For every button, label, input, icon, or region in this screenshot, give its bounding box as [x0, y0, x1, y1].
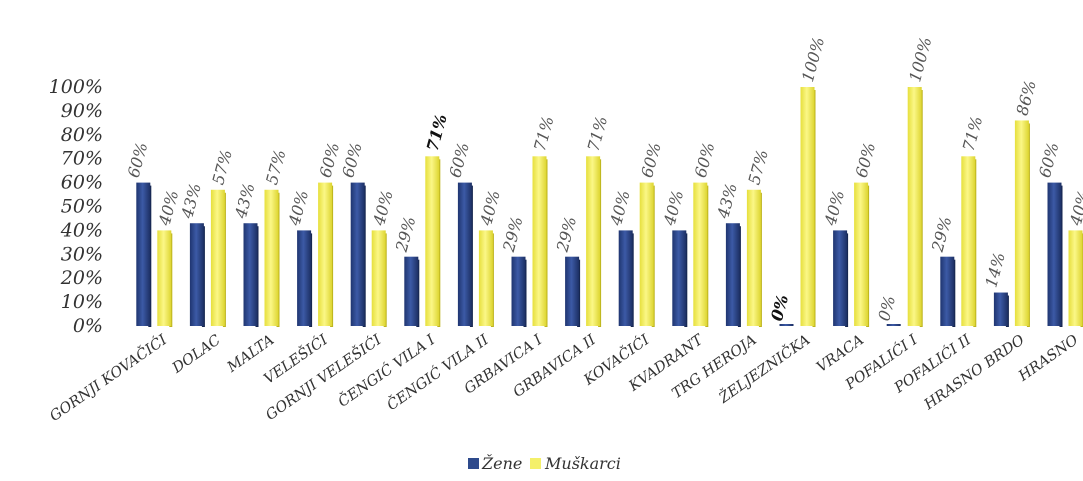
bar-zene: [297, 230, 312, 326]
y-tick-label: 40%: [60, 219, 103, 241]
bar-zene: [189, 223, 204, 326]
value-label: 71%: [959, 114, 987, 153]
bar-zene: [350, 182, 365, 326]
y-tick-label: 30%: [61, 243, 103, 265]
legend: Žene Muškarci: [468, 453, 621, 473]
x-tick-label: HRASNO: [1015, 332, 1081, 385]
x-tick-label: GORNJI KOVAČIĆI: [45, 330, 170, 425]
bar-muskarci: [961, 156, 976, 326]
x-tick-label: DOLAC: [169, 332, 224, 377]
value-label: 100%: [798, 35, 828, 84]
bar-muskarci: [693, 182, 708, 326]
y-axis: 0%10%20%30%40%50%60%70%80%90%100%: [49, 76, 103, 337]
bar-muskarci: [425, 156, 440, 326]
legend-swatch-zene: [468, 458, 479, 469]
value-label: 40%: [284, 188, 312, 228]
value-label: 60%: [124, 140, 152, 179]
value-label: 71%: [584, 114, 612, 153]
bar-zene: [618, 230, 633, 326]
value-label: 40%: [369, 188, 397, 228]
bar-zene: [886, 324, 901, 326]
legend-label-zene: Žene: [481, 453, 522, 473]
value-label: 29%: [928, 214, 956, 254]
value-label: 40%: [606, 188, 634, 228]
bar-muskarci: [586, 156, 601, 326]
value-label: 29%: [552, 214, 580, 254]
y-tick-label: 50%: [61, 196, 103, 218]
value-label: 60%: [637, 140, 665, 179]
y-tick-label: 10%: [61, 291, 103, 313]
legend-label-muskarci: Muškarci: [544, 454, 621, 473]
bar-zene: [511, 256, 526, 326]
value-label: 57%: [208, 148, 236, 187]
bar-zene: [833, 230, 848, 326]
bar-zene: [136, 182, 151, 326]
bar-zene: [779, 324, 794, 326]
bar-muskarci: [1068, 230, 1083, 326]
bar-muskarci: [318, 182, 333, 326]
bar-muskarci: [746, 189, 761, 326]
bar-zene: [457, 182, 472, 326]
value-label: 14%: [981, 250, 1009, 289]
value-label: 40%: [1066, 188, 1083, 228]
bar-zene: [725, 223, 740, 326]
bar-muskarci: [854, 182, 869, 326]
x-tick-label: ČENGIĆ VILA I: [334, 330, 439, 411]
bar-muskarci: [800, 87, 815, 326]
bar-muskarci: [264, 189, 279, 326]
y-tick-label: 80%: [61, 124, 103, 146]
bar-muskarci: [371, 230, 386, 326]
bar-zene: [672, 230, 687, 326]
value-label: 0%: [767, 293, 792, 323]
x-axis-labels: GORNJI KOVAČIĆI DOLAC MALTAVELEŠIĆIGORNJI …: [45, 330, 1081, 425]
value-label: 86%: [1012, 78, 1040, 117]
value-label: 40%: [820, 188, 848, 228]
x-tick-label: HRASNO BRDO: [921, 332, 1028, 414]
value-label: 40%: [660, 188, 688, 228]
value-label: 71%: [530, 114, 558, 153]
y-tick-label: 0%: [73, 315, 103, 337]
y-tick-label: 70%: [61, 148, 103, 170]
value-label: 0%: [874, 294, 899, 323]
value-label: 29%: [392, 214, 420, 254]
bar-zene: [1047, 182, 1062, 326]
bar-muskarci: [210, 189, 225, 326]
y-tick-label: 100%: [49, 76, 103, 98]
y-tick-label: 20%: [60, 267, 103, 289]
bar-zene: [940, 256, 955, 326]
bar-muskarci: [478, 230, 493, 326]
bar-muskarci: [1014, 120, 1029, 327]
value-label: 60%: [445, 140, 473, 179]
bar-zene: [993, 292, 1008, 326]
value-label: 60%: [691, 140, 719, 179]
bar-zene: [404, 256, 419, 326]
bar-muskarci: [907, 87, 922, 326]
bars: [136, 87, 1083, 328]
y-tick-label: 60%: [61, 172, 103, 194]
value-label: 71%: [423, 112, 451, 153]
value-label: 43%: [177, 181, 205, 221]
value-label: 43%: [713, 181, 741, 221]
bar-zene: [243, 223, 258, 326]
value-label: 60%: [852, 140, 880, 179]
value-label: 43%: [231, 181, 259, 221]
value-label: 29%: [499, 214, 527, 254]
y-tick-label: 90%: [61, 100, 103, 122]
value-label: 60%: [1035, 140, 1063, 179]
value-label: 40%: [155, 188, 183, 228]
bar-muskarci: [532, 156, 547, 326]
x-tick-label: ŽELJEZNIČKA: [714, 330, 813, 408]
value-label: 100%: [905, 35, 935, 84]
value-label: 57%: [744, 148, 772, 187]
value-label: 57%: [262, 148, 290, 187]
bar-muskarci: [157, 230, 172, 326]
legend-swatch-muskarci: [530, 458, 541, 469]
bar-muskarci: [639, 182, 654, 326]
bar-zene: [565, 256, 580, 326]
value-label: 40%: [476, 188, 504, 228]
